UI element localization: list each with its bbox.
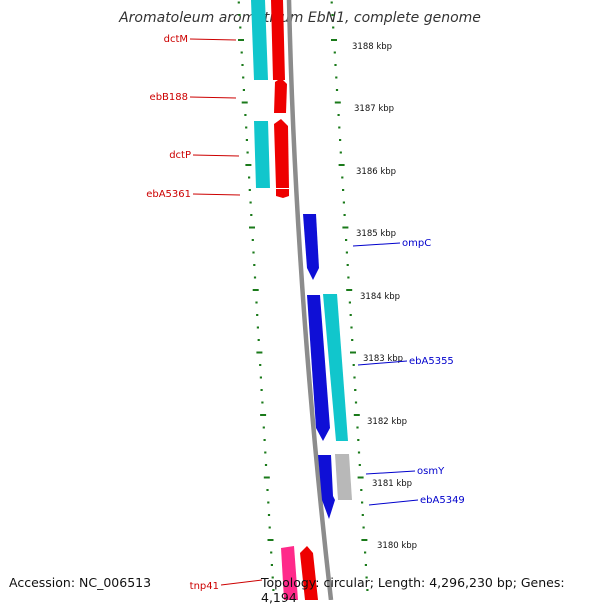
- leader-line: [352, 242, 401, 247]
- right-scale-ticks: [330, 1, 369, 591]
- gene-tnp41[interactable]: [300, 546, 318, 600]
- gene-label-ompC[interactable]: ompC: [402, 238, 431, 249]
- map-title: Aromatoleum aromaticum EbN1, complete ge…: [119, 10, 481, 26]
- scale-label: 3188 kbp: [352, 42, 392, 52]
- left-gene-labels: dctM ebB188 dctP ebA5361 tnp41: [146, 34, 263, 592]
- gene-osmY[interactable]: [318, 455, 335, 519]
- gene-blocks: [251, 0, 352, 600]
- right-gene-labels: ompC ebA5355 osmY ebA5349: [352, 238, 465, 506]
- gene-ebA5355[interactable]: [323, 294, 348, 441]
- leader-line: [357, 360, 408, 366]
- gene-label-dctM[interactable]: dctM: [164, 34, 188, 45]
- gene-label-ebB188[interactable]: ebB188: [150, 92, 188, 103]
- scale-label: 3181 kbp: [372, 479, 412, 489]
- leader-line: [365, 470, 416, 475]
- leader-line: [368, 499, 419, 506]
- leader-line: [189, 38, 237, 41]
- scale-label: 3185 kbp: [356, 229, 396, 239]
- gene-dctP-cyan[interactable]: [254, 121, 270, 188]
- scale-label: 3187 kbp: [354, 104, 394, 114]
- leader-line: [192, 193, 241, 196]
- gene-tnp41-pink[interactable]: [281, 546, 298, 600]
- scale-label: 3186 kbp: [356, 167, 396, 177]
- leader-line: [192, 154, 240, 157]
- genome-backbone: [286, 0, 334, 600]
- scale-label: 3184 kbp: [360, 292, 400, 302]
- scale-label: 3183 kbp: [363, 354, 403, 364]
- gene-label-ebA5355[interactable]: ebA5355: [409, 356, 454, 367]
- left-scale-ticks: [237, 1, 275, 591]
- scale-labels: 3188 kbp 3187 kbp 3186 kbp 3185 kbp 3184…: [352, 42, 417, 551]
- gene-ebA5349[interactable]: [335, 454, 352, 500]
- leader-line: [220, 579, 263, 586]
- accession-text: Accession: NC_006513: [9, 575, 152, 590]
- scale-label: 3182 kbp: [367, 417, 407, 427]
- leader-line: [189, 96, 237, 99]
- scale-label: 3180 kbp: [377, 541, 417, 551]
- gene-ebB188[interactable]: [274, 78, 287, 113]
- gene-label-ebA5361[interactable]: ebA5361: [146, 189, 191, 200]
- gene-label-dctP[interactable]: dctP: [169, 150, 191, 161]
- gene-label-ebA5349[interactable]: ebA5349: [420, 495, 465, 506]
- gene-label-tnp41[interactable]: tnp41: [190, 581, 219, 592]
- gene-ebA5355-blue[interactable]: [307, 295, 330, 441]
- genome-summary-text: Topology: circular; Length: 4,296,230 bp…: [261, 575, 565, 605]
- gene-ompC[interactable]: [303, 214, 319, 280]
- gene-dctM-cyan[interactable]: [251, 0, 268, 80]
- gene-label-osmY[interactable]: osmY: [417, 466, 445, 477]
- gene-dctP[interactable]: [274, 119, 289, 188]
- gene-dctM[interactable]: [271, 0, 285, 80]
- gene-ebA5361[interactable]: [276, 189, 289, 198]
